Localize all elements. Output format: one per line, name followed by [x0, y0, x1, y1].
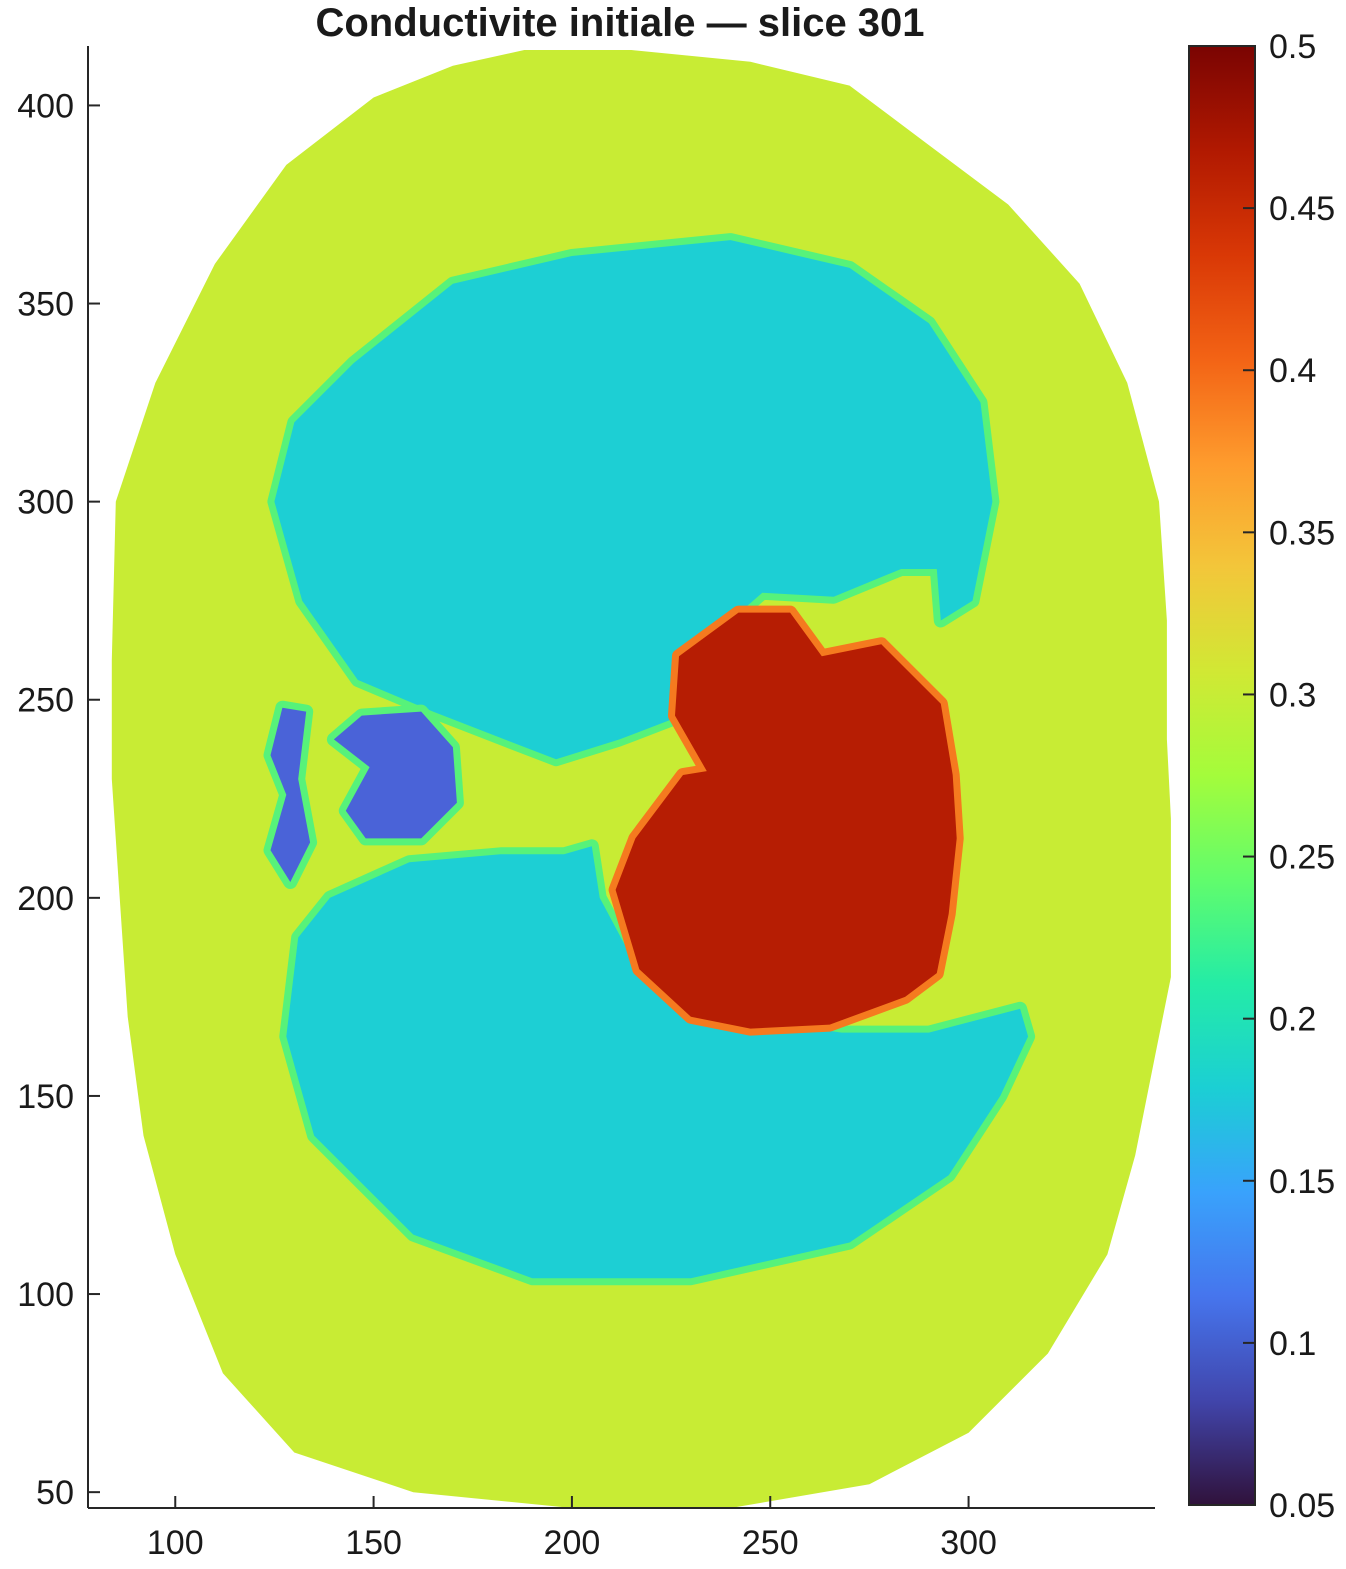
region-low-region-center: [333, 711, 457, 839]
plot-area: [111, 50, 1171, 1508]
region-lung-lower: [286, 846, 1029, 1279]
x-tick-label: 300: [940, 1524, 997, 1562]
x-tick-label: 100: [147, 1524, 204, 1562]
colorbar: 0.05 0.1 0.15 0.2 0.25 0.3 0.35 0.4 0.45 0.5: [1188, 28, 1335, 1525]
colorbar-tick-label: 0.35: [1269, 514, 1335, 552]
region-heart: [615, 612, 957, 1029]
colorbar-gradient: [1189, 46, 1255, 1505]
y-tick-label: 100: [17, 1276, 74, 1314]
y-tick-label: 200: [17, 880, 74, 918]
colorbar-tick-label: 0.2: [1269, 1001, 1316, 1039]
x-tick-label: 200: [544, 1524, 601, 1562]
y-tick-label: 250: [17, 682, 74, 720]
colorbar-tick-label: 0.1: [1269, 1325, 1316, 1363]
y-tick-label: 350: [17, 286, 74, 324]
x-tick-label: 250: [742, 1524, 799, 1562]
y-tick-label: 400: [17, 87, 74, 125]
colorbar-tick-label: 0.45: [1269, 190, 1335, 228]
x-tick-label: 150: [345, 1524, 402, 1562]
region-low-region-left: [270, 707, 311, 882]
colorbar-tick-label: 0.15: [1269, 1163, 1335, 1201]
y-tick-label: 300: [17, 484, 74, 522]
chart-title: Conductivite initiale — slice 301: [315, 1, 924, 45]
colorbar-tick-label: 0.25: [1269, 839, 1335, 877]
plot-axes: 100 150 200 250 300 50 100 150 200 250 300 350 400: [17, 46, 1155, 1562]
colorbar-tick-label: 0.05: [1269, 1487, 1335, 1525]
colorbar-ticks: 0.05 0.1 0.15 0.2 0.25 0.3 0.35 0.4 0.45 0.5: [1243, 28, 1335, 1525]
y-tick-label: 50: [36, 1474, 74, 1512]
colorbar-frame: [1188, 45, 1256, 1506]
colorbar-tick-label: 0.3: [1269, 676, 1316, 714]
colorbar-tick-label: 0.4: [1269, 352, 1316, 390]
region-lung-upper: [274, 240, 993, 760]
y-tick-label: 150: [17, 1078, 74, 1116]
colorbar-tick-label: 0.5: [1269, 28, 1316, 66]
